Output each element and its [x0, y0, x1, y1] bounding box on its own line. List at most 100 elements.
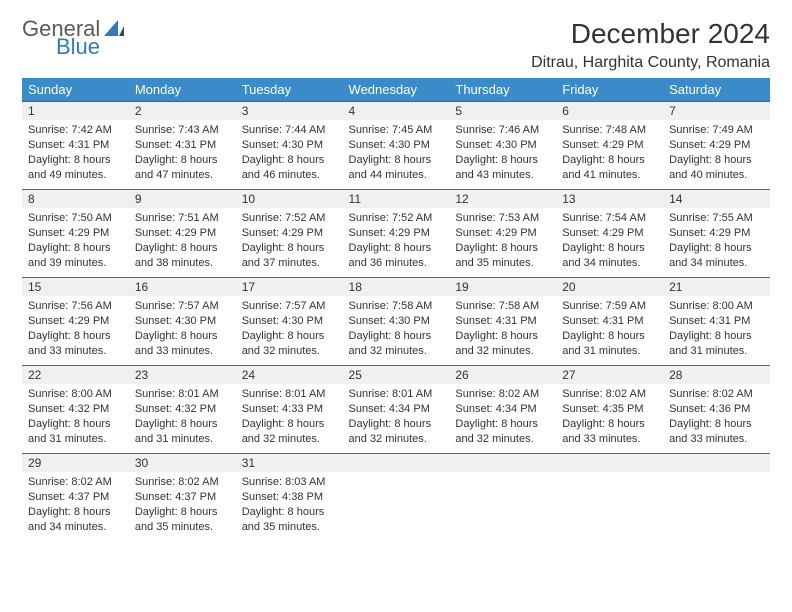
day-number: 22 [22, 365, 129, 384]
calendar-week-row: 29Sunrise: 8:02 AMSunset: 4:37 PMDayligh… [22, 453, 770, 541]
calendar-day-cell: 16Sunrise: 7:57 AMSunset: 4:30 PMDayligh… [129, 277, 236, 365]
day-detail-line: Sunset: 4:36 PM [669, 402, 764, 417]
day-details: Sunrise: 8:02 AMSunset: 4:36 PMDaylight:… [663, 384, 770, 452]
day-detail-line: Sunset: 4:31 PM [28, 138, 123, 153]
weekday-header: Monday [129, 78, 236, 101]
day-detail-line: and 40 minutes. [669, 168, 764, 183]
day-detail-line: Sunrise: 7:50 AM [28, 211, 123, 226]
day-detail-line: Sunrise: 7:58 AM [349, 299, 444, 314]
day-detail-line: Daylight: 8 hours [562, 153, 657, 168]
day-details: Sunrise: 7:58 AMSunset: 4:30 PMDaylight:… [343, 296, 450, 364]
day-detail-line: Sunset: 4:29 PM [28, 226, 123, 241]
calendar-day-cell: 2Sunrise: 7:43 AMSunset: 4:31 PMDaylight… [129, 101, 236, 189]
day-detail-line: Daylight: 8 hours [562, 241, 657, 256]
day-details: Sunrise: 7:42 AMSunset: 4:31 PMDaylight:… [22, 120, 129, 188]
day-detail-line: Sunrise: 7:55 AM [669, 211, 764, 226]
day-detail-line: Sunset: 4:31 PM [562, 314, 657, 329]
day-number: . [343, 453, 450, 472]
day-detail-line: Daylight: 8 hours [455, 417, 550, 432]
day-detail-line: and 37 minutes. [242, 256, 337, 271]
day-detail-line: Sunset: 4:29 PM [28, 314, 123, 329]
day-details: Sunrise: 8:00 AMSunset: 4:31 PMDaylight:… [663, 296, 770, 364]
day-number: 6 [556, 101, 663, 120]
day-detail-line: Daylight: 8 hours [135, 505, 230, 520]
day-detail-line: Sunrise: 8:02 AM [562, 387, 657, 402]
day-detail-line: and 41 minutes. [562, 168, 657, 183]
calendar-day-cell: 24Sunrise: 8:01 AMSunset: 4:33 PMDayligh… [236, 365, 343, 453]
day-detail-line: and 32 minutes. [242, 344, 337, 359]
day-number: 23 [129, 365, 236, 384]
day-number: 18 [343, 277, 450, 296]
day-detail-line: and 33 minutes. [135, 344, 230, 359]
day-detail-line: Daylight: 8 hours [562, 329, 657, 344]
day-detail-line: and 33 minutes. [562, 432, 657, 447]
day-detail-line: and 43 minutes. [455, 168, 550, 183]
day-number: 26 [449, 365, 556, 384]
calendar-day-cell: 11Sunrise: 7:52 AMSunset: 4:29 PMDayligh… [343, 189, 450, 277]
day-number: 10 [236, 189, 343, 208]
day-detail-line: and 32 minutes. [349, 344, 444, 359]
day-detail-line: Sunrise: 7:52 AM [349, 211, 444, 226]
day-detail-line: Sunrise: 8:01 AM [135, 387, 230, 402]
calendar-table: SundayMondayTuesdayWednesdayThursdayFrid… [22, 78, 770, 541]
day-detail-line: Daylight: 8 hours [135, 417, 230, 432]
day-detail-line: Daylight: 8 hours [455, 153, 550, 168]
day-number: 21 [663, 277, 770, 296]
day-details: Sunrise: 7:52 AMSunset: 4:29 PMDaylight:… [236, 208, 343, 276]
calendar-week-row: 1Sunrise: 7:42 AMSunset: 4:31 PMDaylight… [22, 101, 770, 189]
weekday-header: Saturday [663, 78, 770, 101]
logo-text-blue: Blue [56, 36, 124, 58]
day-detail-line: Sunrise: 8:01 AM [242, 387, 337, 402]
day-number: 5 [449, 101, 556, 120]
header: General Blue December 2024 Ditrau, Hargh… [22, 18, 770, 72]
calendar-day-cell: 27Sunrise: 8:02 AMSunset: 4:35 PMDayligh… [556, 365, 663, 453]
day-number: 31 [236, 453, 343, 472]
day-detail-line: Sunrise: 7:53 AM [455, 211, 550, 226]
day-number: . [449, 453, 556, 472]
day-details: Sunrise: 7:58 AMSunset: 4:31 PMDaylight:… [449, 296, 556, 364]
day-detail-line: Daylight: 8 hours [669, 329, 764, 344]
day-detail-line: Sunset: 4:33 PM [242, 402, 337, 417]
day-detail-line: Sunset: 4:30 PM [242, 138, 337, 153]
calendar-day-cell: 7Sunrise: 7:49 AMSunset: 4:29 PMDaylight… [663, 101, 770, 189]
day-detail-line: and 33 minutes. [669, 432, 764, 447]
day-detail-line: and 35 minutes. [242, 520, 337, 535]
day-detail-line: Sunrise: 7:58 AM [455, 299, 550, 314]
day-detail-line: Sunrise: 7:57 AM [242, 299, 337, 314]
day-detail-line: and 32 minutes. [349, 432, 444, 447]
day-details: Sunrise: 7:55 AMSunset: 4:29 PMDaylight:… [663, 208, 770, 276]
day-detail-line: Daylight: 8 hours [669, 417, 764, 432]
day-detail-line: and 49 minutes. [28, 168, 123, 183]
calendar-day-cell: 8Sunrise: 7:50 AMSunset: 4:29 PMDaylight… [22, 189, 129, 277]
calendar-week-row: 8Sunrise: 7:50 AMSunset: 4:29 PMDaylight… [22, 189, 770, 277]
day-detail-line: Sunrise: 7:43 AM [135, 123, 230, 138]
day-details: Sunrise: 8:02 AMSunset: 4:37 PMDaylight:… [22, 472, 129, 540]
day-detail-line: Daylight: 8 hours [135, 329, 230, 344]
weekday-header: Friday [556, 78, 663, 101]
day-detail-line: Daylight: 8 hours [242, 329, 337, 344]
day-detail-line: Sunrise: 8:00 AM [28, 387, 123, 402]
calendar-day-cell: . [663, 453, 770, 541]
day-detail-line: and 34 minutes. [562, 256, 657, 271]
day-details: Sunrise: 8:02 AMSunset: 4:34 PMDaylight:… [449, 384, 556, 452]
day-number: 29 [22, 453, 129, 472]
day-detail-line: Daylight: 8 hours [135, 241, 230, 256]
weekday-header: Sunday [22, 78, 129, 101]
day-detail-line: and 31 minutes. [28, 432, 123, 447]
weekday-header: Wednesday [343, 78, 450, 101]
day-detail-line: Daylight: 8 hours [669, 153, 764, 168]
day-detail-line: Daylight: 8 hours [349, 241, 444, 256]
calendar-day-cell: 21Sunrise: 8:00 AMSunset: 4:31 PMDayligh… [663, 277, 770, 365]
day-detail-line: and 34 minutes. [28, 520, 123, 535]
day-detail-line: Sunrise: 8:01 AM [349, 387, 444, 402]
title-block: December 2024 Ditrau, Harghita County, R… [531, 18, 770, 72]
day-detail-line: Sunrise: 7:57 AM [135, 299, 230, 314]
calendar-day-cell: 26Sunrise: 8:02 AMSunset: 4:34 PMDayligh… [449, 365, 556, 453]
day-detail-line: and 35 minutes. [455, 256, 550, 271]
day-detail-line: Daylight: 8 hours [242, 417, 337, 432]
day-detail-line: Sunset: 4:29 PM [349, 226, 444, 241]
day-detail-line: Sunset: 4:29 PM [455, 226, 550, 241]
day-detail-line: Sunset: 4:29 PM [562, 138, 657, 153]
day-detail-line: Sunrise: 7:42 AM [28, 123, 123, 138]
logo: General Blue [22, 18, 124, 58]
